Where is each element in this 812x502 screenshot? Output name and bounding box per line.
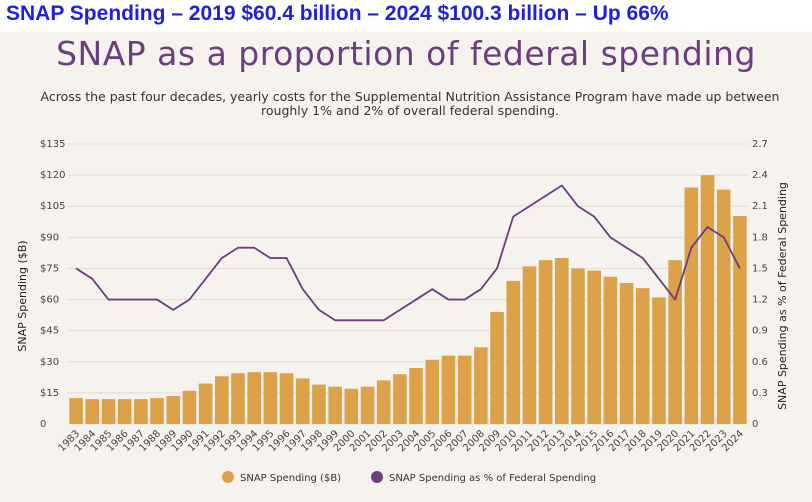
y2-tick-label: 2.4 (752, 170, 768, 181)
bar (700, 175, 715, 424)
y2-tick-label: 2.1 (752, 201, 768, 212)
bar (279, 373, 294, 424)
bar (69, 398, 83, 424)
y2-tick-label: 1.5 (752, 263, 768, 274)
y-tick-label: $60 (40, 295, 59, 306)
bar (393, 374, 407, 424)
bar (652, 297, 666, 424)
y2-tick-label: 1.2 (752, 295, 768, 306)
bar (733, 215, 747, 424)
y-tick-label: 0 (40, 419, 46, 430)
legend-line-swatch (371, 471, 383, 483)
y2-tick-label: 0 (752, 419, 758, 430)
bar (474, 347, 488, 424)
y-tick-label: $90 (40, 232, 59, 243)
bar (603, 276, 618, 424)
bar (360, 386, 375, 424)
bar (263, 372, 278, 424)
y2-axis-label: SNAP Spending as % of Federal Spending (776, 182, 789, 410)
bar (425, 359, 440, 424)
y-tick-label: $30 (40, 357, 59, 368)
y-tick-label: $75 (40, 263, 59, 274)
legend-bar-swatch (222, 471, 234, 483)
y-tick-label: $120 (40, 170, 65, 181)
bar (85, 399, 100, 424)
line-series (75, 184, 741, 322)
y-tick-label: $45 (40, 326, 59, 337)
bar (668, 260, 682, 424)
bar (166, 396, 181, 424)
y-tick-label: $135 (40, 139, 65, 150)
bar (457, 355, 472, 424)
bar (312, 384, 326, 424)
chart-subtitle: Across the past four decades, yearly cos… (40, 89, 780, 118)
bar (328, 386, 342, 424)
bar (587, 270, 601, 424)
y-axis-label: SNAP Spending ($B) (16, 240, 29, 351)
bar (538, 260, 553, 424)
bar (101, 399, 116, 424)
y2-tick-label: 1.8 (752, 232, 768, 243)
bar (134, 399, 148, 424)
chart-title: SNAP as a proportion of federal spending (56, 34, 756, 73)
bar (182, 390, 197, 424)
bar (522, 266, 537, 424)
y2-tick-label: 2.7 (752, 139, 768, 150)
y-tick-label: $15 (40, 388, 59, 399)
bar (635, 288, 650, 424)
bar (490, 312, 504, 424)
line-path (75, 184, 741, 322)
gridlines (68, 143, 748, 425)
bar (198, 383, 213, 424)
bar (150, 398, 164, 424)
bar (619, 282, 634, 424)
legend-bar-label: SNAP Spending ($B) (240, 473, 341, 484)
legend: SNAP Spending ($B) SNAP Spending as % of… (222, 471, 596, 484)
bar (231, 373, 245, 424)
legend-line-label: SNAP Spending as % of Federal Spending (389, 473, 596, 484)
bar (716, 189, 731, 424)
bar (344, 388, 359, 424)
bar (295, 378, 310, 424)
bar (571, 268, 585, 424)
y2-tick-label: 0.6 (752, 357, 768, 368)
bar (376, 380, 391, 424)
bar (555, 258, 569, 424)
bar (247, 372, 261, 424)
bar (117, 399, 132, 424)
y2-tick-label: 0.9 (752, 326, 768, 337)
bar (441, 355, 456, 424)
y2-tick-label: 0.3 (752, 388, 768, 399)
y-tick-label: $105 (40, 201, 65, 212)
banner-headline: SNAP Spending – 2019 $60.4 billion – 202… (6, 2, 669, 25)
bar (215, 376, 229, 424)
bar-series (69, 175, 747, 424)
bar (684, 187, 699, 424)
bar (506, 280, 521, 424)
bar (409, 368, 423, 424)
